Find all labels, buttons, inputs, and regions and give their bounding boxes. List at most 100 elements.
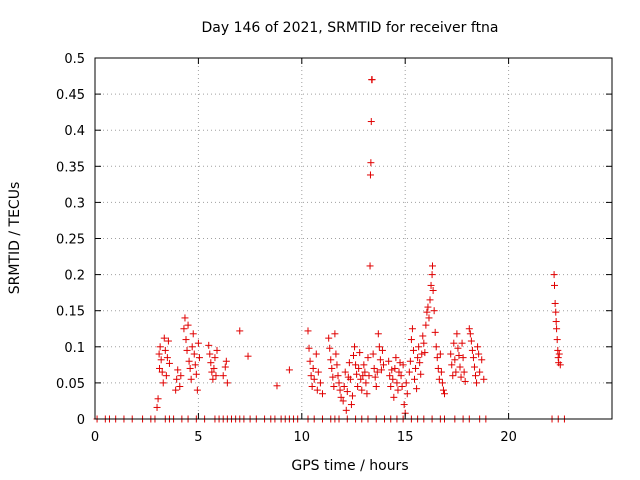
data-point bbox=[354, 383, 362, 391]
data-point bbox=[236, 327, 244, 335]
y-tick-label: 0.1 bbox=[64, 341, 85, 356]
data-point bbox=[438, 379, 446, 387]
y-tick-label: 0.35 bbox=[56, 160, 85, 175]
data-point bbox=[314, 368, 322, 376]
data-point bbox=[553, 325, 561, 333]
data-point bbox=[428, 271, 436, 279]
data-point bbox=[431, 328, 439, 336]
data-point bbox=[172, 386, 180, 394]
data-point bbox=[187, 375, 195, 383]
y-tick-label: 0.4 bbox=[64, 124, 85, 139]
data-point bbox=[450, 339, 458, 347]
y-tick-label: 0.15 bbox=[56, 305, 85, 320]
data-point bbox=[318, 390, 326, 398]
data-point bbox=[160, 334, 168, 342]
data-point bbox=[366, 262, 374, 270]
data-point bbox=[452, 368, 460, 376]
data-point bbox=[221, 363, 229, 371]
data-point bbox=[409, 346, 417, 354]
data-point bbox=[366, 171, 374, 179]
data-point bbox=[207, 359, 215, 367]
data-point bbox=[552, 318, 560, 326]
data-point bbox=[182, 336, 190, 344]
x-tick-labels: 0 5 10 15 20 bbox=[91, 430, 517, 445]
x-tick-label: 5 bbox=[194, 430, 202, 445]
data-point bbox=[475, 350, 483, 358]
data-point bbox=[308, 383, 316, 391]
data-point bbox=[422, 321, 430, 329]
data-point bbox=[457, 373, 465, 381]
data-point bbox=[419, 332, 427, 340]
x-tick-label: 15 bbox=[397, 430, 414, 445]
data-point bbox=[340, 383, 348, 391]
data-point bbox=[451, 356, 459, 364]
data-point bbox=[331, 330, 339, 338]
x-tick-label: 10 bbox=[294, 430, 311, 445]
data-point bbox=[352, 361, 360, 369]
data-point bbox=[164, 337, 172, 345]
data-point bbox=[158, 368, 166, 376]
data-points bbox=[93, 76, 568, 423]
data-point bbox=[363, 390, 371, 398]
y-tick-labels: 0 0.05 0.1 0.15 0.2 0.25 0.3 0.35 0.4 0.45 0.5 bbox=[56, 52, 85, 428]
data-point bbox=[209, 375, 217, 383]
data-point bbox=[183, 346, 191, 354]
data-point bbox=[332, 350, 340, 358]
data-point bbox=[359, 372, 367, 380]
data-point bbox=[307, 372, 315, 380]
data-point bbox=[329, 373, 337, 381]
data-point bbox=[413, 385, 421, 393]
data-point bbox=[326, 344, 334, 352]
data-point bbox=[433, 354, 441, 362]
data-point bbox=[551, 281, 559, 289]
data-point bbox=[304, 327, 312, 335]
data-point bbox=[466, 330, 474, 338]
data-point bbox=[465, 325, 473, 333]
data-point bbox=[195, 354, 203, 362]
data-point bbox=[310, 375, 318, 383]
data-point bbox=[156, 364, 164, 372]
data-point bbox=[181, 314, 189, 322]
data-point bbox=[285, 366, 293, 374]
data-point bbox=[155, 350, 163, 358]
data-point bbox=[429, 286, 437, 294]
data-point bbox=[364, 354, 372, 362]
data-point bbox=[205, 341, 213, 349]
data-point bbox=[553, 336, 561, 344]
data-point bbox=[367, 159, 375, 167]
x-tick-label: 20 bbox=[500, 430, 517, 445]
data-point bbox=[335, 379, 343, 387]
data-point bbox=[176, 383, 184, 391]
data-point bbox=[206, 350, 214, 358]
data-point bbox=[461, 377, 469, 385]
data-point bbox=[480, 375, 488, 383]
data-point bbox=[390, 393, 398, 401]
data-point bbox=[427, 281, 435, 289]
data-point bbox=[415, 343, 423, 351]
data-point bbox=[153, 403, 161, 411]
data-point bbox=[379, 361, 387, 369]
data-point bbox=[360, 361, 368, 369]
grid-lines bbox=[95, 58, 612, 419]
data-point bbox=[156, 343, 164, 351]
data-point bbox=[305, 344, 313, 352]
data-point bbox=[330, 383, 338, 391]
data-point bbox=[434, 364, 442, 372]
data-point bbox=[554, 346, 562, 354]
data-point bbox=[192, 370, 200, 378]
data-point bbox=[194, 339, 202, 347]
data-point bbox=[186, 364, 194, 372]
data-point bbox=[478, 356, 486, 364]
data-point bbox=[347, 401, 355, 409]
data-point bbox=[436, 350, 444, 358]
data-point bbox=[357, 375, 365, 383]
data-point bbox=[333, 361, 341, 369]
data-point bbox=[460, 368, 468, 376]
data-point bbox=[213, 346, 221, 354]
data-point bbox=[346, 375, 354, 383]
data-point bbox=[414, 354, 422, 362]
data-point bbox=[174, 366, 182, 374]
data-point bbox=[377, 366, 385, 374]
data-point bbox=[189, 330, 197, 338]
data-point bbox=[397, 372, 405, 380]
